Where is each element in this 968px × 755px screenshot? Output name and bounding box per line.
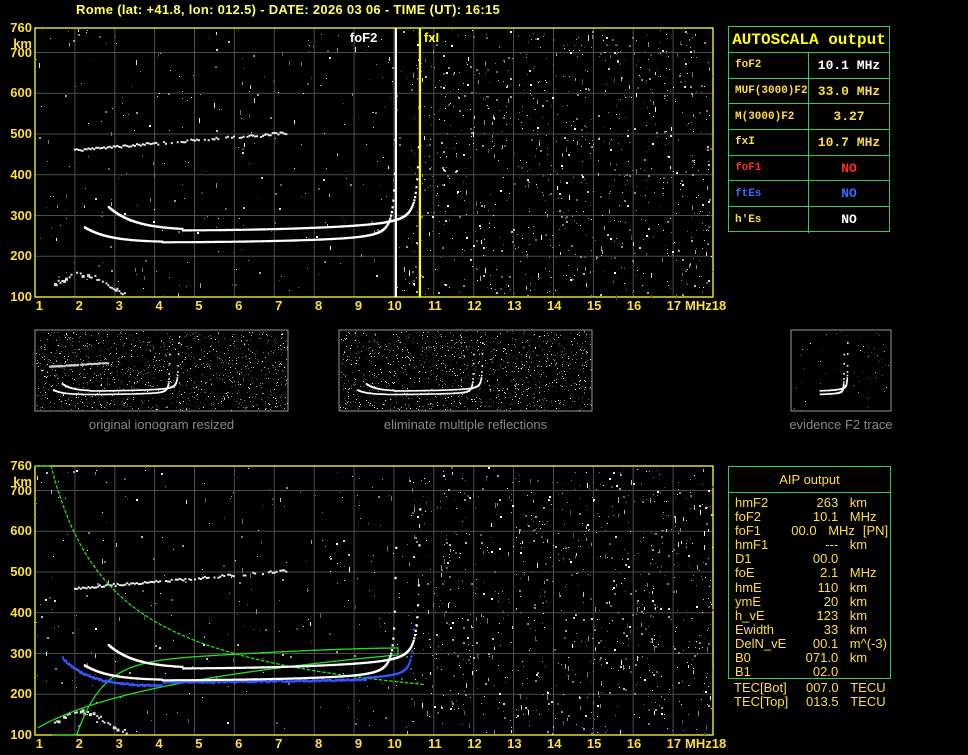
svg-text:foF2: foF2 [350, 30, 377, 45]
svg-text:fxI: fxI [424, 30, 439, 45]
